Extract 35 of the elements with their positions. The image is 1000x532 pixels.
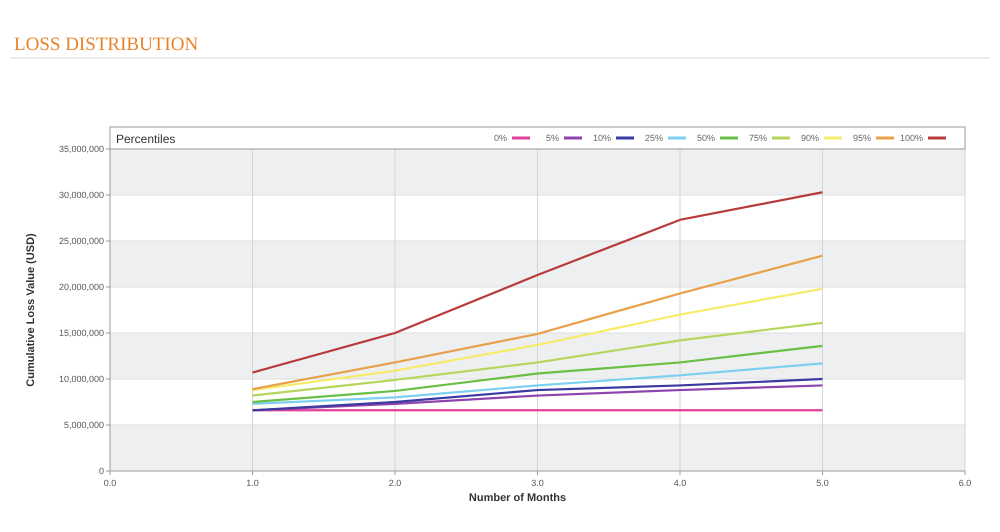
y-tick-label: 0 — [98, 466, 104, 476]
x-tick-label: 4.0 — [674, 478, 686, 488]
line-series — [251, 288, 824, 392]
legend-title: Percentiles — [116, 132, 176, 146]
legend-label: 10% — [592, 133, 611, 143]
legend-label: 100% — [900, 133, 923, 143]
y-tick-label: 30,000,000 — [58, 190, 104, 200]
y-tick-label: 20,000,000 — [58, 282, 104, 292]
legend-label: 5% — [546, 133, 559, 143]
y-tick-label: 15,000,000 — [58, 328, 104, 338]
line-series — [251, 254, 824, 390]
legend-label: 95% — [852, 133, 871, 143]
line-series — [251, 378, 824, 412]
x-tick-label: 5.0 — [816, 478, 829, 488]
x-axis-title: Number of Months — [468, 492, 566, 504]
y-axis-title: Cumulative Loss Value (USD) — [25, 232, 37, 387]
legend-label: 75% — [748, 133, 767, 143]
line-series — [251, 322, 824, 397]
x-tick-label: 3.0 — [531, 478, 544, 488]
y-tick-label: 25,000,000 — [58, 236, 104, 246]
y-tick-label: 5,000,000 — [64, 420, 104, 430]
x-tick-label: 1.0 — [246, 478, 259, 488]
line-series — [251, 191, 824, 374]
legend-label: 90% — [800, 133, 819, 143]
legend-label: 50% — [696, 133, 715, 143]
y-tick-label: 35,000,000 — [58, 144, 104, 154]
line-series — [251, 362, 824, 405]
legend-label: 0% — [494, 133, 507, 143]
y-tick-label: 10,000,000 — [58, 374, 104, 384]
x-tick-label: 6.0 — [958, 478, 972, 488]
x-tick-label: 2.0 — [388, 478, 402, 488]
line-series — [251, 344, 824, 404]
x-tick-label: 0.0 — [104, 478, 116, 488]
chart-title: LOSS DISTRIBUTION — [14, 34, 198, 55]
legend-label: 25% — [644, 133, 663, 143]
